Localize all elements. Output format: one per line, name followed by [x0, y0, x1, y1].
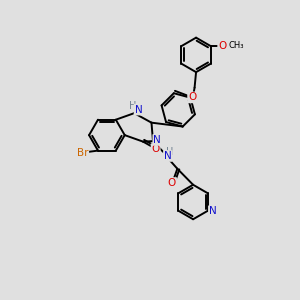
Text: CH₃: CH₃: [229, 41, 244, 50]
Text: N: N: [209, 206, 217, 216]
Text: Br: Br: [77, 148, 88, 158]
Text: O: O: [218, 41, 226, 51]
Text: H: H: [166, 147, 174, 157]
Text: N: N: [153, 135, 161, 145]
Text: N: N: [134, 105, 142, 115]
Text: O: O: [152, 144, 160, 154]
Text: O: O: [168, 178, 176, 188]
Text: H: H: [129, 101, 136, 111]
Text: N: N: [164, 151, 172, 161]
Text: O: O: [188, 92, 196, 102]
